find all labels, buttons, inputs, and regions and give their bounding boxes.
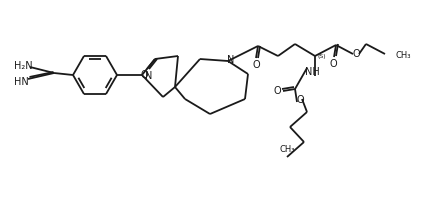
Text: O: O [252,60,260,70]
Text: CH₃: CH₃ [279,145,295,154]
Text: (S): (S) [318,54,327,59]
Text: O: O [296,95,304,104]
Text: H₂N: H₂N [14,61,32,71]
Text: O: O [140,70,148,80]
Text: CH₃: CH₃ [395,50,410,59]
Text: HN: HN [14,77,29,87]
Text: O: O [352,49,360,59]
Text: O: O [273,85,281,96]
Text: N: N [145,71,152,81]
Text: NH: NH [305,67,320,77]
Text: N: N [227,55,234,65]
Text: O: O [329,59,337,69]
